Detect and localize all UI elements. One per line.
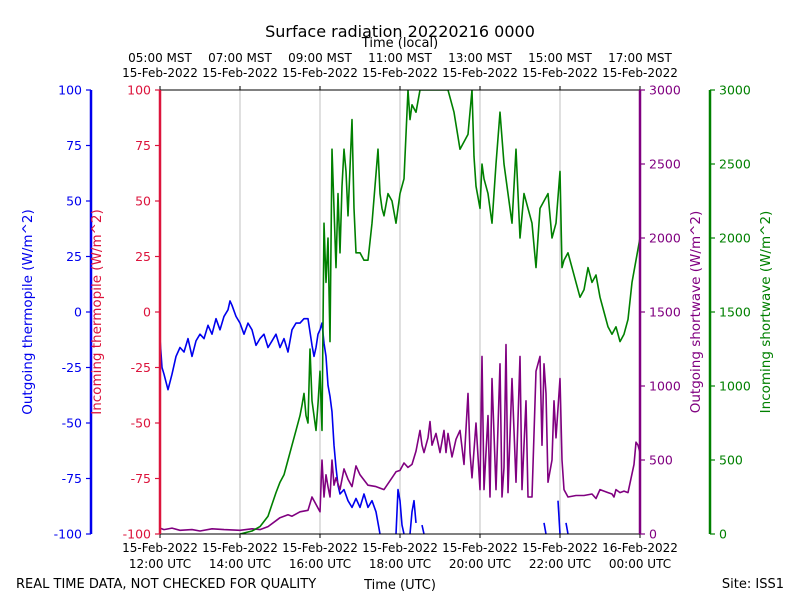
axis-tick-label-incoming-thermopile: -50 (131, 416, 151, 431)
axis-tick-label-incoming-shortwave: 500 (719, 453, 743, 468)
quality-notice: REAL TIME DATA, NOT CHECKED FOR QUALITY (16, 577, 316, 592)
top-tick-date: 15-Feb-2022 (522, 66, 598, 80)
bottom-tick-date: 15-Feb-2022 (442, 541, 518, 555)
series-line-outgoing-thermopile (543, 522, 547, 534)
axis-tick-label-outgoing-thermopile: 25 (66, 249, 82, 264)
axis-tick-label-outgoing-shortwave: 2500 (649, 157, 681, 172)
top-tick-time: 05:00 MST (128, 51, 192, 65)
bottom-tick-time: 20:00 UTC (449, 557, 511, 571)
top-tick-time: 13:00 MST (448, 51, 512, 65)
series-line-outgoing-thermopile (421, 524, 425, 534)
axis-tick-label-outgoing-thermopile: 50 (66, 194, 82, 209)
series-line-outgoing-thermopile (557, 500, 561, 534)
axis-tick-label-incoming-thermopile: -25 (131, 360, 151, 375)
bottom-tick-date: 15-Feb-2022 (202, 541, 278, 555)
axis-tick-label-outgoing-thermopile: -25 (62, 360, 82, 375)
top-tick-date: 15-Feb-2022 (202, 66, 278, 80)
axis-tick-label-incoming-thermopile: 0 (143, 305, 151, 320)
axis-tick-label-incoming-shortwave: 2500 (719, 157, 751, 172)
top-tick-date: 15-Feb-2022 (442, 66, 518, 80)
bottom-tick-time: 00:00 UTC (609, 557, 671, 571)
axis-tick-label-outgoing-thermopile: -75 (62, 471, 82, 486)
axis-tick-label-incoming-thermopile: 100 (127, 83, 151, 98)
top-tick-time: 11:00 MST (368, 51, 432, 65)
bottom-axis-label: Time (UTC) (363, 578, 436, 593)
series-line-outgoing-thermopile (565, 522, 569, 534)
chart-title: Surface radiation 20220216 0000 (265, 22, 535, 41)
axis-tick-label-incoming-thermopile: 50 (135, 194, 151, 209)
axis-tick-label-outgoing-thermopile: 100 (58, 83, 82, 98)
axis-tick-label-outgoing-thermopile: -50 (62, 416, 82, 431)
axis-tick-label-outgoing-thermopile: 0 (74, 305, 82, 320)
top-axis-label: Time (local) (361, 36, 438, 51)
top-tick-date: 15-Feb-2022 (602, 66, 678, 80)
axis-label-outgoing-shortwave: Outgoing shortwave (W/m^2) (688, 211, 704, 414)
axis-tick-label-outgoing-shortwave: 1500 (649, 305, 681, 320)
grid-layer (239, 90, 561, 534)
bottom-tick-date: 15-Feb-2022 (282, 541, 358, 555)
top-tick-date: 15-Feb-2022 (282, 66, 358, 80)
axis-tick-label-incoming-shortwave: 2000 (719, 231, 751, 246)
axis-tick-label-outgoing-shortwave: 0 (649, 527, 657, 542)
top-tick-date: 15-Feb-2022 (362, 66, 438, 80)
axis-tick-label-outgoing-shortwave: 500 (649, 453, 673, 468)
axis-label-incoming-thermopile: Incoming thermopile (W/m^2) (89, 209, 105, 415)
bottom-tick-time: 18:00 UTC (369, 557, 431, 571)
plot-layer (160, 90, 640, 534)
axis-tick-label-incoming-shortwave: 0 (719, 527, 727, 542)
axis-tick-label-outgoing-thermopile: -100 (54, 527, 82, 542)
axis-tick-label-incoming-thermopile: 25 (135, 249, 151, 264)
bottom-tick-date: 15-Feb-2022 (522, 541, 598, 555)
series-line-incoming-shortwave (239, 90, 640, 534)
bottom-tick-time: 22:00 UTC (529, 557, 591, 571)
bottom-tick-time: 14:00 UTC (209, 557, 271, 571)
axis-tick-label-incoming-thermopile: -75 (131, 471, 151, 486)
axis-tick-label-incoming-shortwave: 1000 (719, 379, 751, 394)
bottom-tick-time: 16:00 UTC (289, 557, 351, 571)
axis-label-outgoing-thermopile: Outgoing thermopile (W/m^2) (20, 209, 36, 415)
top-tick-time: 15:00 MST (528, 51, 592, 65)
series-line-outgoing-thermopile (409, 499, 417, 534)
bottom-tick-time: 12:00 UTC (129, 557, 191, 571)
top-tick-date: 15-Feb-2022 (122, 66, 198, 80)
axis-tick-label-outgoing-thermopile: 75 (66, 138, 82, 153)
series-line-outgoing-shortwave (160, 343, 640, 532)
top-tick-time: 07:00 MST (208, 51, 272, 65)
bottom-tick-date: 15-Feb-2022 (122, 541, 198, 555)
series-line-outgoing-thermopile (160, 300, 381, 534)
top-tick-time: 09:00 MST (288, 51, 352, 65)
site-label: Site: ISS1 (722, 577, 784, 592)
axis-tick-label-outgoing-shortwave: 2000 (649, 231, 681, 246)
bottom-tick-date: 16-Feb-2022 (602, 541, 678, 555)
axis-tick-label-incoming-thermopile: -100 (123, 527, 151, 542)
axis-tick-label-incoming-thermopile: 75 (135, 138, 151, 153)
axis-tick-label-incoming-shortwave: 1500 (719, 305, 751, 320)
axis-tick-label-incoming-shortwave: 3000 (719, 83, 751, 98)
series-line-outgoing-thermopile (395, 488, 405, 534)
axis-layer: 15-Feb-2022 12:00 UTC 15-Feb-2022 14:00 UTC… (20, 51, 774, 571)
axis-label-incoming-shortwave: Incoming shortwave (W/m^2) (758, 211, 774, 414)
axis-tick-label-outgoing-shortwave: 1000 (649, 379, 681, 394)
bottom-tick-date: 15-Feb-2022 (362, 541, 438, 555)
axis-tick-label-outgoing-shortwave: 3000 (649, 83, 681, 98)
top-tick-time: 17:00 MST (608, 51, 672, 65)
